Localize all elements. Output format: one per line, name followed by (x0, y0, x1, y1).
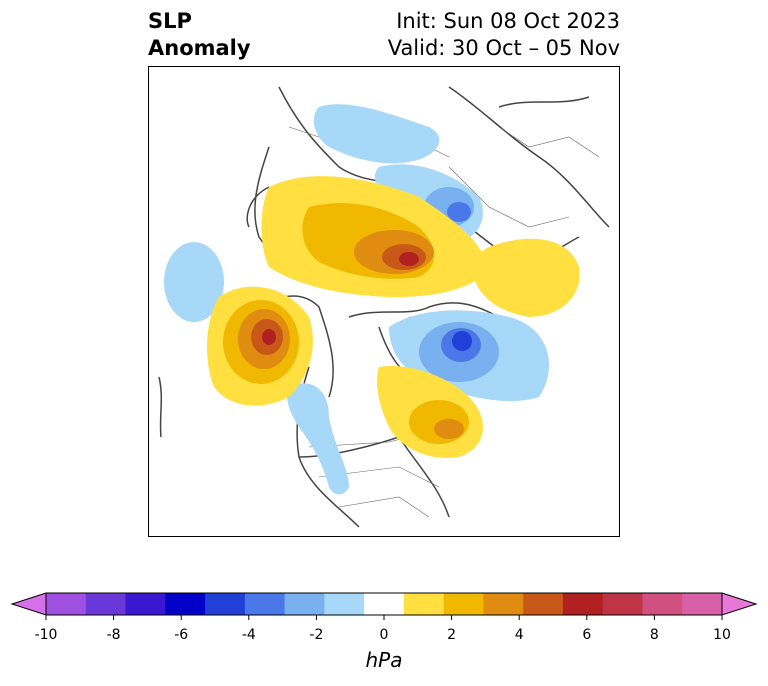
negative-anomalies (164, 104, 549, 495)
northern-europe-low (313, 104, 440, 164)
colorbar-segment (483, 593, 524, 615)
colorbar-tick-label: 6 (582, 627, 592, 643)
colorbar-extend-min (10, 592, 47, 616)
colorbar-segment (244, 593, 286, 615)
colorbar-tick-label: 0 (379, 627, 389, 643)
colorbar-segment (46, 593, 87, 615)
colorbar-segment (85, 593, 127, 615)
date-info: Init: Sun 08 Oct 2023 Valid: 30 Oct – 05… (388, 8, 620, 62)
colorbar-segment (642, 593, 683, 615)
colorbar-tick-label: 8 (649, 627, 659, 643)
map-title: SLP Anomaly (148, 8, 251, 62)
colorbar-segment (562, 593, 604, 615)
colorbar (10, 592, 758, 620)
colorbar-tick-label: 2 (447, 627, 457, 643)
map-canvas (158, 86, 610, 528)
colorbar-segment (324, 593, 365, 615)
title-line-1: SLP (148, 9, 192, 33)
positive-anomalies (207, 176, 580, 458)
colorbar-tick-label: 4 (514, 627, 524, 643)
western-us-low (287, 383, 349, 495)
colorbar-tick-label: -2 (309, 627, 324, 643)
colorbar-segment (165, 593, 206, 615)
colorbar-segment (682, 593, 723, 615)
colorbar-tick-label: -4 (241, 627, 256, 643)
colorbar-segment (125, 593, 166, 615)
colorbar-segment (523, 593, 564, 615)
valid-range: Valid: 30 Oct – 05 Nov (387, 36, 620, 60)
eastern-asia-high (474, 238, 580, 317)
colorbar-unit: hPa (365, 648, 403, 672)
colorbar-segment (403, 593, 445, 615)
colorbar-extend-max (721, 592, 758, 616)
colorbar-segment (443, 593, 484, 615)
colorbar-segment (284, 593, 325, 615)
init-date: Init: Sun 08 Oct 2023 (396, 9, 620, 33)
colorbar-tick-label: -8 (106, 627, 121, 643)
pacific-low (164, 242, 224, 322)
colorbar-segment (602, 593, 643, 615)
colorbar-tick-label: 10 (713, 627, 731, 643)
colorbar-tick-label: -10 (34, 627, 58, 643)
colorbar-tick-label: -6 (174, 627, 189, 643)
colorbar-segment (205, 593, 246, 615)
colorbar-segment (364, 593, 405, 615)
title-line-2: Anomaly (148, 36, 251, 60)
slp-anomaly-map (148, 66, 620, 537)
